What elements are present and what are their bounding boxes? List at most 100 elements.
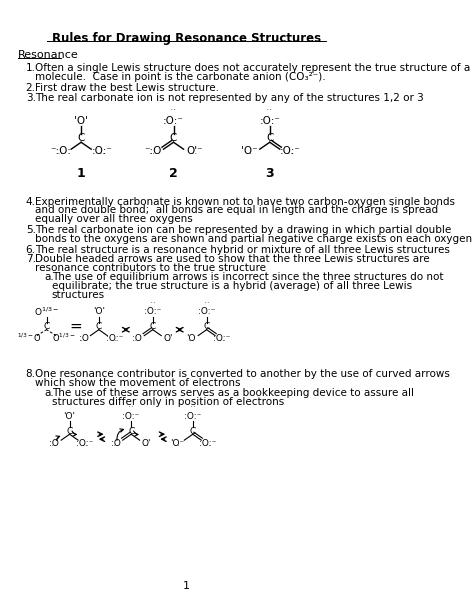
Text: O$^{1/3-}$: O$^{1/3-}$	[52, 332, 75, 344]
Text: O'⁻: O'⁻	[186, 146, 202, 156]
Text: C: C	[128, 427, 134, 436]
Text: :O: :O	[111, 439, 121, 447]
Text: :O:⁻: :O:⁻	[280, 146, 301, 156]
Text: The use of equilibrium arrows is incorrect since the three structures do not: The use of equilibrium arrows is incorre…	[52, 272, 443, 283]
Text: ˙˙: ˙˙	[149, 153, 156, 162]
Text: ˙˙: ˙˙	[188, 341, 195, 348]
Text: ˙˙: ˙˙	[98, 153, 106, 162]
Text: ˙˙: ˙˙	[203, 303, 210, 309]
Text: :O:⁻: :O:⁻	[198, 308, 215, 316]
Text: Resonance: Resonance	[18, 50, 79, 59]
Text: ˙˙: ˙˙	[56, 153, 64, 162]
Text: 8.: 8.	[26, 369, 36, 379]
Text: 5.: 5.	[26, 225, 36, 235]
Text: ˙˙: ˙˙	[266, 109, 273, 118]
Text: :O:⁻: :O:⁻	[213, 334, 231, 343]
Text: ⁻:O:: ⁻:O:	[50, 146, 71, 156]
Text: which show the movement of electrons: which show the movement of electrons	[35, 378, 240, 388]
Text: The real carbonate ion is not represented by any of the structures 1,2 or 3: The real carbonate ion is not represente…	[35, 93, 424, 103]
Text: 'O⁻: 'O⁻	[170, 439, 184, 447]
Text: molecule.  Case in point is the carbonate anion (CO₃²⁻).: molecule. Case in point is the carbonate…	[35, 72, 326, 82]
Text: 'O': 'O'	[64, 412, 75, 421]
Text: C: C	[203, 322, 210, 331]
Text: :O: :O	[49, 439, 59, 447]
Text: O$^{1/3-}$: O$^{1/3-}$	[34, 306, 59, 318]
Text: ˙˙: ˙˙	[170, 109, 177, 118]
Text: Often a single Lewis structure does not accurately represent the true structure : Often a single Lewis structure does not …	[35, 63, 470, 74]
Text: 1.: 1.	[26, 63, 36, 74]
Text: 2: 2	[169, 167, 178, 180]
Text: :O: :O	[132, 334, 142, 343]
Text: 2.: 2.	[26, 83, 36, 93]
Text: C: C	[66, 427, 73, 436]
Text: First draw the best Lewis structure.: First draw the best Lewis structure.	[35, 83, 219, 93]
Text: C: C	[266, 133, 273, 143]
Text: ˙˙: ˙˙	[82, 446, 89, 452]
Text: equally over all three oxygens: equally over all three oxygens	[35, 215, 193, 224]
Text: 'O': 'O'	[74, 116, 88, 126]
Text: structures: structures	[52, 290, 105, 300]
Text: structures differ only in position of electrons: structures differ only in position of el…	[52, 397, 284, 407]
Text: 'O: 'O	[186, 334, 196, 343]
Text: ˙˙: ˙˙	[111, 341, 118, 348]
Text: 7.: 7.	[26, 254, 36, 264]
Text: ˙˙: ˙˙	[287, 153, 294, 162]
Text: ˙˙: ˙˙	[164, 341, 172, 348]
Text: a.: a.	[44, 272, 54, 283]
Text: 1: 1	[77, 167, 85, 180]
Text: :O:⁻: :O:⁻	[184, 412, 201, 421]
Text: 4.: 4.	[26, 197, 36, 207]
Text: C: C	[96, 322, 102, 331]
Text: a.: a.	[44, 388, 54, 398]
Text: O': O'	[142, 439, 151, 447]
Text: The use of these arrows serves as a bookkeeping device to assure all: The use of these arrows serves as a book…	[52, 388, 414, 398]
Text: Experimentally carbonate is known not to have two carbon-oxygen single bonds: Experimentally carbonate is known not to…	[35, 197, 455, 207]
Text: ˙˙: ˙˙	[149, 303, 156, 309]
Text: ˙˙: ˙˙	[191, 153, 198, 162]
Text: 1: 1	[183, 581, 190, 591]
Text: and one double bond;  all bonds are equal in length and the charge is spread: and one double bond; all bonds are equal…	[35, 205, 438, 215]
Text: :O:⁻: :O:⁻	[76, 439, 94, 447]
Text: 'O⁻: 'O⁻	[241, 146, 257, 156]
Text: ˙˙: ˙˙	[134, 341, 141, 348]
Text: ˙˙: ˙˙	[219, 341, 226, 348]
Text: C: C	[150, 322, 156, 331]
Text: equilibrate; the true structure is a hybrid (average) of all three Lewis: equilibrate; the true structure is a hyb…	[52, 281, 412, 291]
Text: :O:⁻: :O:⁻	[106, 334, 123, 343]
Text: C: C	[170, 133, 177, 143]
Text: The real carbonate ion can be represented by a drawing in which partial double: The real carbonate ion can be represente…	[35, 225, 451, 235]
Text: ˙˙: ˙˙	[80, 341, 87, 348]
Text: $^{1/3-}$O: $^{1/3-}$O	[17, 332, 42, 344]
Text: 3.: 3.	[26, 93, 36, 103]
Text: ˙˙: ˙˙	[143, 446, 150, 452]
Text: Rules for Drawing Resonance Structures: Rules for Drawing Resonance Structures	[52, 32, 321, 45]
Text: :O:⁻: :O:⁻	[163, 116, 184, 126]
Text: ˙˙: ˙˙	[205, 446, 212, 452]
Text: resonance contributors to the true structure: resonance contributors to the true struc…	[35, 262, 266, 273]
Text: :O:⁻: :O:⁻	[144, 308, 162, 316]
Text: ⁻:O: ⁻:O	[144, 146, 162, 156]
Text: C: C	[190, 427, 196, 436]
Text: 3: 3	[265, 167, 274, 180]
Text: O': O'	[164, 334, 173, 343]
Text: :O:⁻: :O:⁻	[259, 116, 280, 126]
Text: :O:⁻: :O:⁻	[200, 439, 217, 447]
Text: C: C	[77, 133, 85, 143]
Text: ˙˙: ˙˙	[112, 446, 119, 452]
Text: ˙˙: ˙˙	[174, 446, 181, 452]
Text: C: C	[44, 322, 50, 331]
Text: ˙˙: ˙˙	[189, 408, 196, 414]
Text: :O: :O	[79, 334, 88, 343]
Text: One resonance contributor is converted to another by the use of curved arrows: One resonance contributor is converted t…	[35, 369, 450, 379]
Text: ˙˙: ˙˙	[245, 153, 253, 162]
Text: ˙˙: ˙˙	[128, 408, 135, 414]
Text: 6.: 6.	[26, 245, 36, 255]
Text: :O:⁻: :O:⁻	[122, 412, 140, 421]
Text: :O:⁻: :O:⁻	[91, 146, 112, 156]
Text: 'O': 'O'	[93, 308, 105, 316]
Text: Double headed arrows are used to show that the three Lewis structures are: Double headed arrows are used to show th…	[35, 254, 429, 264]
Text: bonds to the oxygens are shown and partial negative charge exists on each oxygen: bonds to the oxygens are shown and parti…	[35, 234, 472, 244]
Text: ˙˙: ˙˙	[51, 446, 58, 452]
Text: =: =	[69, 319, 82, 334]
Text: The real structure is a resonance hybrid or mixture of all three Lewis structure: The real structure is a resonance hybrid…	[35, 245, 450, 255]
